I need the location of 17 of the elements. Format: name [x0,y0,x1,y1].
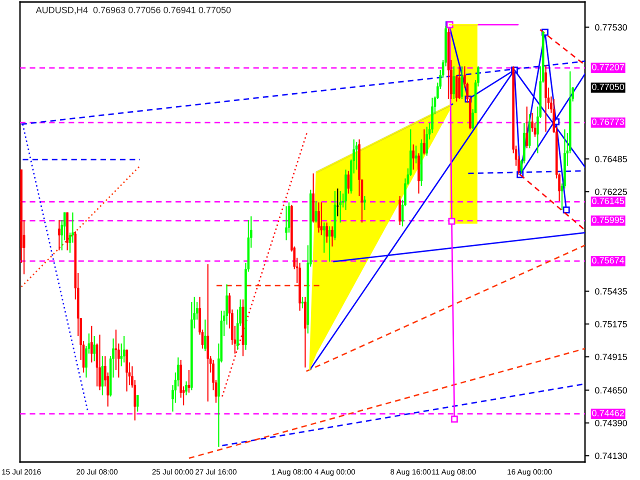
y-tick-label: 0.76485 [595,156,627,162]
y-tick-label: 0.74650 [595,387,627,394]
y-tick-label: 0.74390 [595,420,627,426]
ref-line-label: 0.77207 [592,64,624,70]
y-tick-label: 0.75175 [595,320,627,328]
y-tick-label: 0.74130 [595,452,627,460]
ref-line-label: 0.75995 [592,216,624,224]
ref-line-label: 0.76145 [592,198,624,204]
chart-title: AUDUSD,H4 0.76963 0.77056 0.76941 0.77050 [36,6,231,14]
y-tick-label: 0.75435 [595,288,627,295]
y-tick-label: 0.74915 [595,354,627,360]
y-tick-label: 0.76225 [595,188,627,196]
y-tick-label: 0.77530 [595,24,627,31]
text: 0.77050 [592,84,624,90]
ref-line-label: 0.76773 [592,118,624,126]
ref-line-label: 0.75674 [592,257,624,264]
ref-line-label: 0.74462 [592,410,624,416]
